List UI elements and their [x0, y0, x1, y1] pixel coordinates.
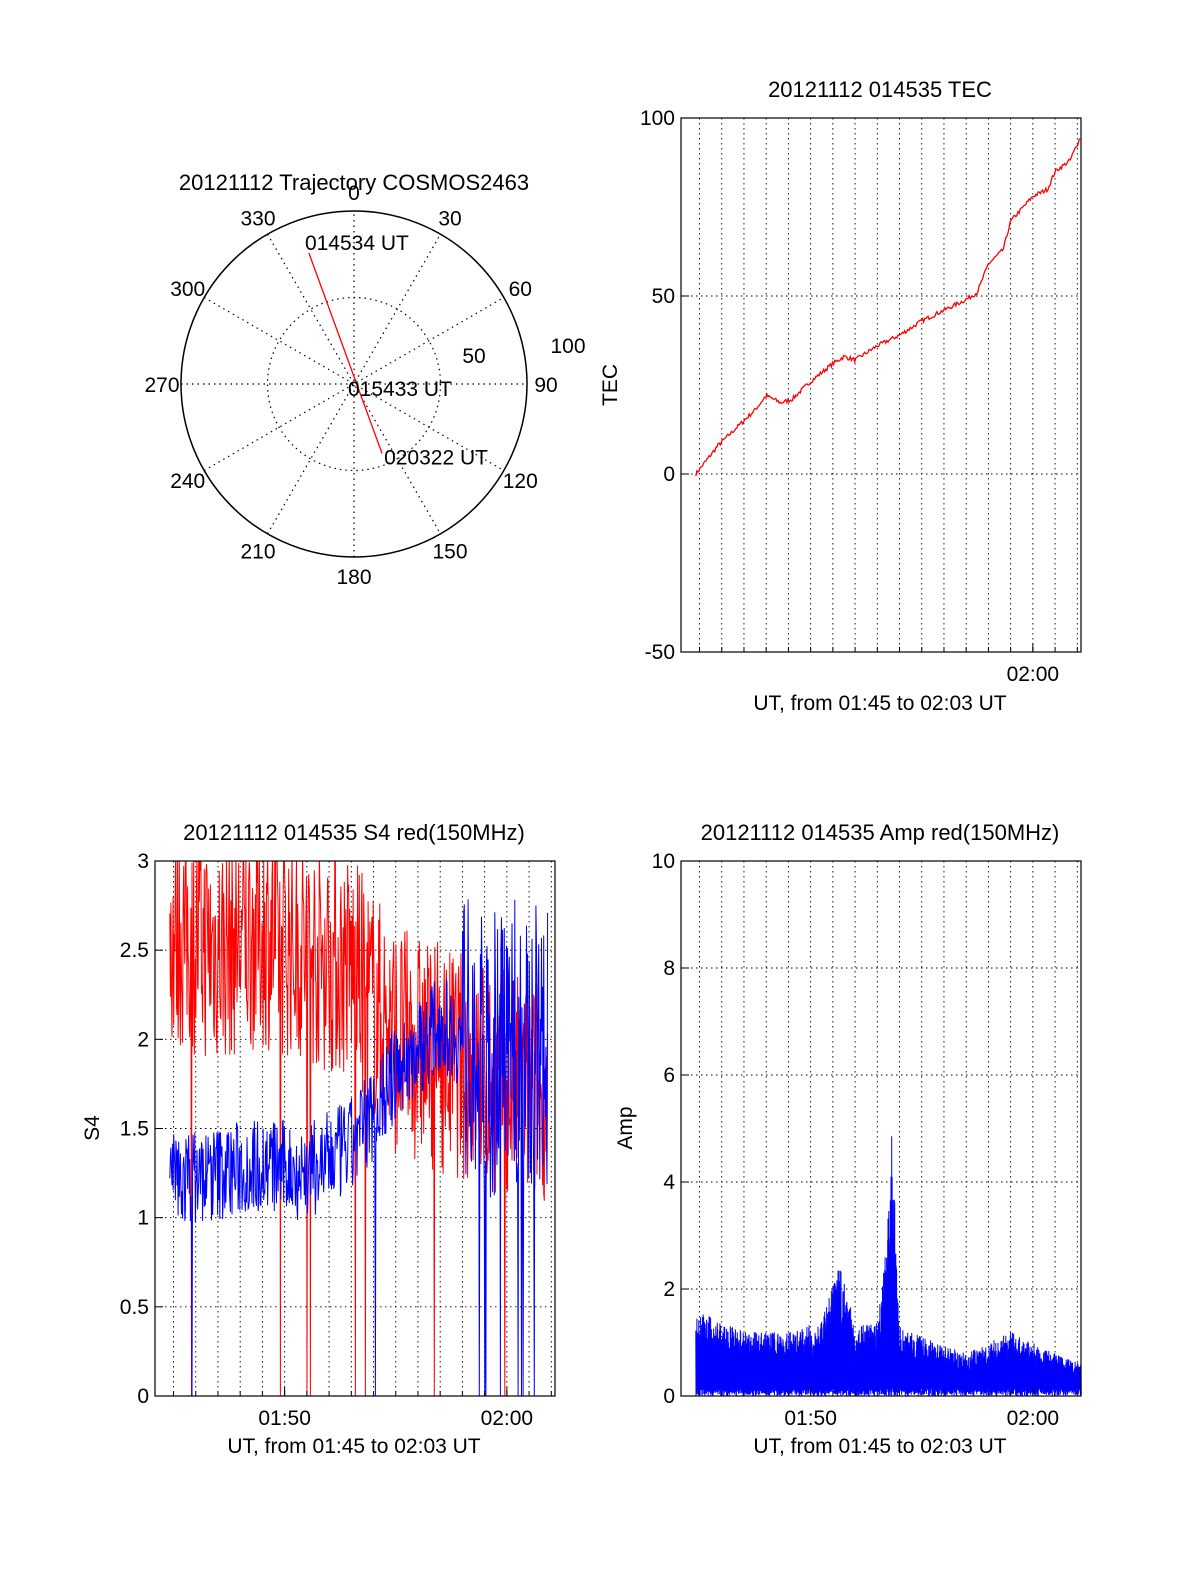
x-tick-label: 02:00	[1007, 1407, 1060, 1430]
y-tick-label: 50	[652, 285, 675, 308]
polar-angle-label: 120	[503, 470, 538, 493]
y-tick-label: -50	[645, 641, 675, 664]
s4-line-chart: 20121112 014535 S4 red(150MHz) 3 2.5 2 1.5 1…	[81, 820, 556, 1458]
polar-angle-label: 180	[336, 566, 371, 589]
s4-ylabel: S4	[81, 1115, 104, 1141]
y-tick-label: 1.5	[120, 1118, 149, 1141]
polar-angle-label: 270	[144, 374, 179, 397]
y-tick-label: 6	[663, 1064, 675, 1087]
x-tick-label: 02:00	[481, 1407, 534, 1430]
y-tick-label: 2.5	[120, 939, 149, 962]
polar-radial-label: 50	[462, 345, 485, 368]
s4-xlabel: UT, from 01:45 to 02:03 UT	[227, 1435, 480, 1458]
amp-title: 20121112 014535 Amp red(150MHz)	[701, 820, 1060, 845]
tec-ylabel: TEC	[599, 364, 622, 406]
polar-annotation: 014534 UT	[305, 232, 409, 255]
axes-frame	[680, 117, 1082, 653]
amp-series-line	[695, 1136, 1082, 1397]
polar-angle-label: 240	[170, 470, 205, 493]
polar-angle-label: 330	[240, 208, 275, 231]
y-tick-label: 10	[652, 850, 675, 873]
tec-line-chart: 20121112 014535 TEC 100 50 0 -50 02:00 UT, f…	[599, 77, 1082, 715]
trajectory-line	[308, 252, 383, 454]
polar-angle-label: 150	[432, 540, 467, 563]
axes-frame	[680, 860, 1082, 1397]
y-tick-label: 4	[663, 1171, 675, 1194]
y-tick-label: 8	[663, 957, 675, 980]
y-tick-label: 0	[663, 1385, 675, 1408]
trajectory-polar-plot: 20121112 Trajectory COSMOS2463 0 30 60 90 12…	[144, 170, 585, 589]
polar-angle-label: 300	[170, 278, 205, 301]
x-tick-label: 01:50	[258, 1407, 311, 1430]
tec-title: 20121112 014535 TEC	[768, 77, 992, 102]
y-tick-label: 100	[640, 107, 675, 130]
s4-series-line	[169, 899, 549, 1396]
polar-title: 20121112 Trajectory COSMOS2463	[179, 170, 529, 195]
amp-line-chart: 20121112 014535 Amp red(150MHz) 10 8 6 4 2 0 0…	[614, 820, 1082, 1458]
polar-angle-label: 60	[509, 278, 532, 301]
amp-xlabel: UT, from 01:45 to 02:03 UT	[753, 1435, 1006, 1458]
y-tick-label: 0	[137, 1385, 149, 1408]
y-tick-label: 1	[137, 1207, 149, 1230]
tec-series-line	[695, 138, 1081, 477]
tec-xlabel: UT, from 01:45 to 02:03 UT	[753, 692, 1006, 715]
y-tick-label: 0.5	[120, 1296, 149, 1319]
y-tick-label: 3	[137, 850, 149, 873]
polar-radial-label: 100	[550, 335, 585, 358]
amp-ylabel: Amp	[614, 1106, 637, 1149]
s4-series-group	[169, 861, 549, 1396]
s4-series-line	[169, 861, 549, 1396]
polar-angle-label: 0	[348, 182, 360, 205]
polar-annotation: 015433 UT	[348, 378, 452, 401]
x-tick-label: 01:50	[784, 1407, 837, 1430]
polar-angle-label: 210	[240, 540, 275, 563]
y-tick-label: 0	[663, 463, 675, 486]
polar-angle-label: 30	[438, 208, 461, 231]
y-tick-label: 2	[137, 1028, 149, 1051]
y-tick-label: 2	[663, 1278, 675, 1301]
s4-title: 20121112 014535 S4 red(150MHz)	[183, 820, 525, 845]
x-tick-label: 02:00	[1007, 663, 1060, 686]
polar-angle-label: 90	[534, 374, 557, 397]
polar-annotation: 020322 UT	[384, 447, 488, 470]
